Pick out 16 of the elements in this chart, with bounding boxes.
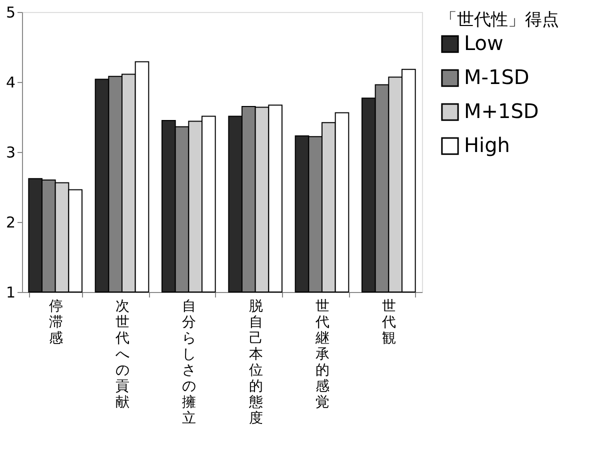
y-tick-label: 4 [6, 74, 16, 92]
y-tick-label: 2 [6, 214, 16, 232]
x-tick-label: 世代継承的感覚 [314, 298, 330, 410]
y-tick-label: 3 [6, 144, 16, 162]
legend-title: 「世代性」得点 [440, 10, 559, 30]
legend-label: M-1SD [464, 65, 530, 89]
x-tick-label: 次世代への貢献 [114, 298, 130, 410]
y-tick-label: 1 [6, 284, 16, 302]
x-tick-label: 世代観 [381, 298, 396, 346]
y-tick-label: 5 [6, 4, 16, 22]
x-tick-label: 脱自己本位的態度 [248, 298, 263, 426]
legend-label: M+1SD [464, 99, 539, 123]
legend-label: Low [464, 31, 504, 55]
legend-label: High [464, 133, 510, 157]
x-tick-label: 停滞感 [48, 298, 63, 346]
x-tick-label: 自分らしさの擁立 [182, 298, 196, 426]
